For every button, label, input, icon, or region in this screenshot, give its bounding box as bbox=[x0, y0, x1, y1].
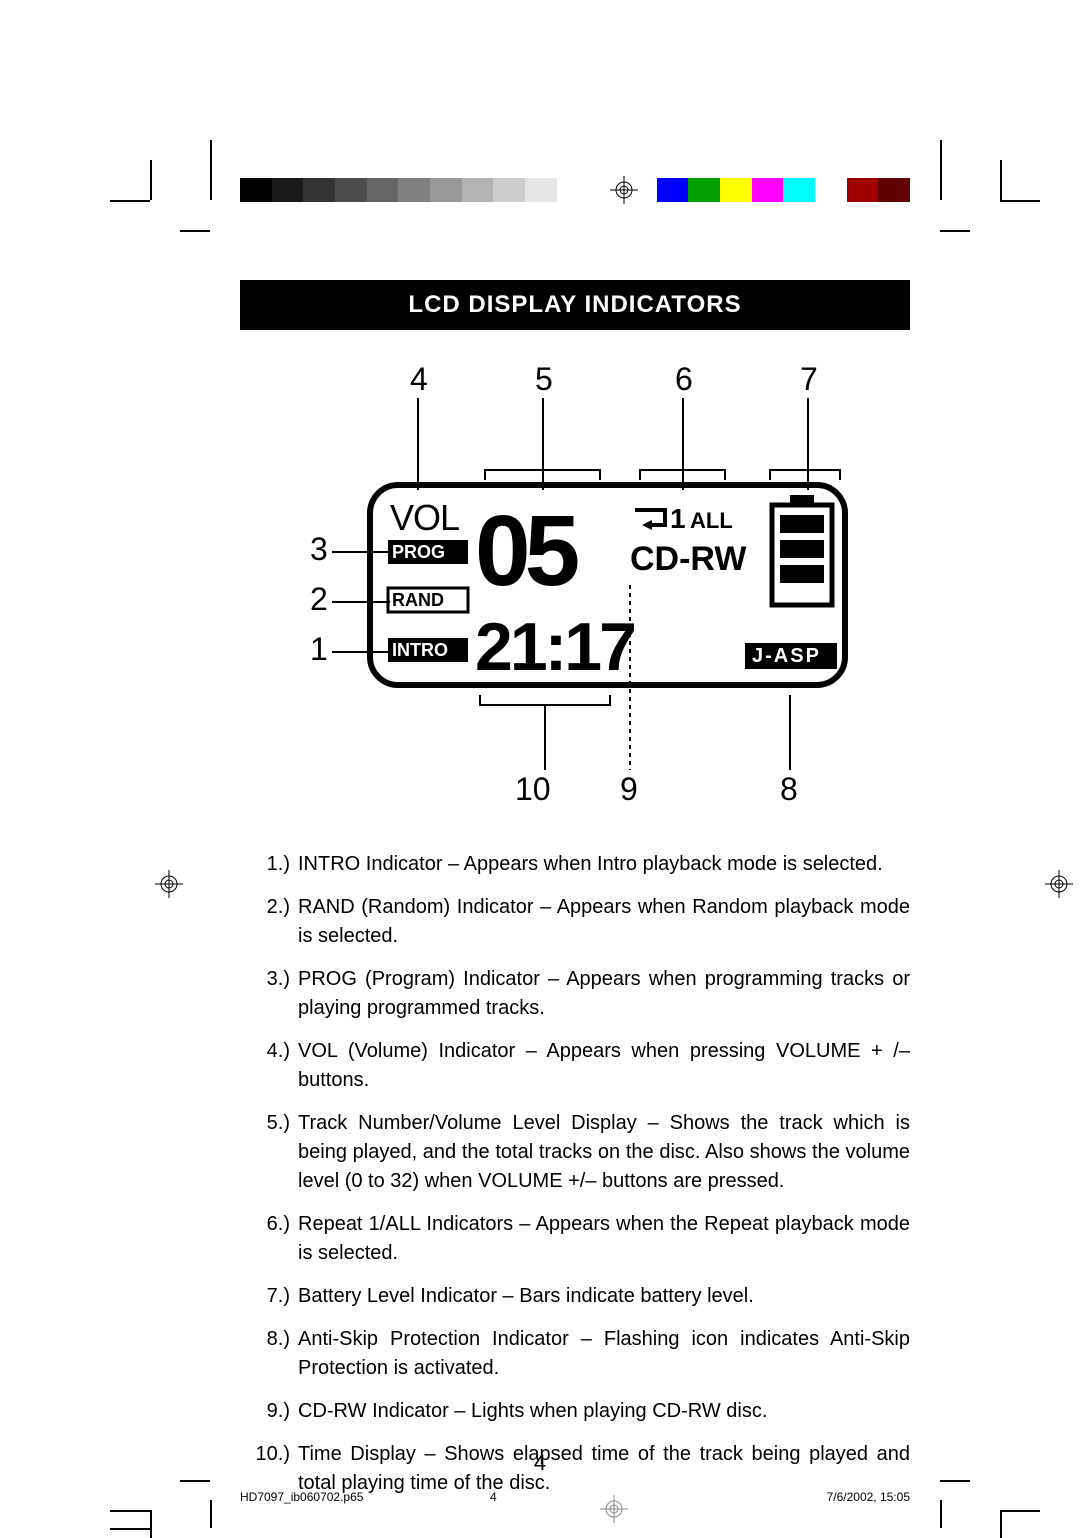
callout-8: 8 bbox=[780, 771, 798, 807]
list-item: 7.)Battery Level Indicator – Bars indica… bbox=[240, 1282, 910, 1311]
lcd-vol-text: VOL bbox=[390, 497, 459, 538]
list-item: 6.)Repeat 1/ALL Indicators – Appears whe… bbox=[240, 1210, 910, 1268]
callout-5: 5 bbox=[535, 361, 553, 397]
list-item: 3.)PROG (Program) Indicator – Appears wh… bbox=[240, 965, 910, 1023]
lcd-repeat-1: 1 bbox=[670, 503, 686, 534]
lcd-repeat-all: ALL bbox=[690, 508, 733, 533]
registration-mark-icon bbox=[155, 870, 183, 898]
list-item: 4.)VOL (Volume) Indicator – Appears when… bbox=[240, 1037, 910, 1095]
callout-7: 7 bbox=[800, 361, 818, 397]
lcd-repeat-icon bbox=[635, 510, 665, 530]
footer-page: 4 bbox=[490, 1490, 610, 1504]
list-item: 2.)RAND (Random) Indicator – Appears whe… bbox=[240, 893, 910, 951]
lcd-intro-text: INTRO bbox=[392, 640, 448, 660]
lcd-prog-text: PROG bbox=[392, 542, 445, 562]
footer-date: 7/6/2002, 15:05 bbox=[610, 1490, 910, 1504]
list-item: 8.)Anti-Skip Protection Indicator – Flas… bbox=[240, 1325, 910, 1383]
lcd-big-digits: 05 bbox=[475, 495, 578, 607]
callout-1: 1 bbox=[310, 631, 328, 667]
lcd-jasp-text: J-ASP bbox=[752, 645, 821, 667]
callout-10: 10 bbox=[515, 771, 551, 807]
indicator-list: 1.)INTRO Indicator – Appears when Intro … bbox=[240, 850, 910, 1512]
footer: HD7097_ib060702.p65 4 7/6/2002, 15:05 bbox=[240, 1490, 910, 1504]
callout-9: 9 bbox=[620, 771, 638, 807]
callout-3: 3 bbox=[310, 531, 328, 567]
list-item: 1.)INTRO Indicator – Appears when Intro … bbox=[240, 850, 910, 879]
callout-4: 4 bbox=[410, 361, 428, 397]
registration-mark-icon bbox=[600, 1495, 620, 1515]
footer-file: HD7097_ib060702.p65 bbox=[240, 1490, 490, 1504]
callout-2: 2 bbox=[310, 581, 328, 617]
callout-6: 6 bbox=[675, 361, 693, 397]
registration-mark-icon bbox=[610, 176, 638, 204]
registration-mark-icon bbox=[1045, 870, 1073, 898]
section-title: LCD DISPLAY INDICATORS bbox=[240, 280, 910, 330]
lcd-rand-text: RAND bbox=[392, 590, 444, 610]
lcd-battery-icon bbox=[772, 495, 832, 605]
lcd-diagram: 4 5 6 7 3 2 1 VOL PROG bbox=[310, 360, 850, 820]
lcd-cdrw-text: CD-RW bbox=[630, 540, 747, 578]
list-item: 9.)CD-RW Indicator – Lights when playing… bbox=[240, 1397, 910, 1426]
lcd-time-text: 21:17 bbox=[475, 609, 634, 685]
color-calibration-bar bbox=[240, 178, 910, 202]
page-number: 4 bbox=[0, 1450, 1080, 1476]
list-item: 5.)Track Number/Volume Level Display – S… bbox=[240, 1109, 910, 1196]
title-text: LCD DISPLAY INDICATORS bbox=[408, 291, 741, 319]
